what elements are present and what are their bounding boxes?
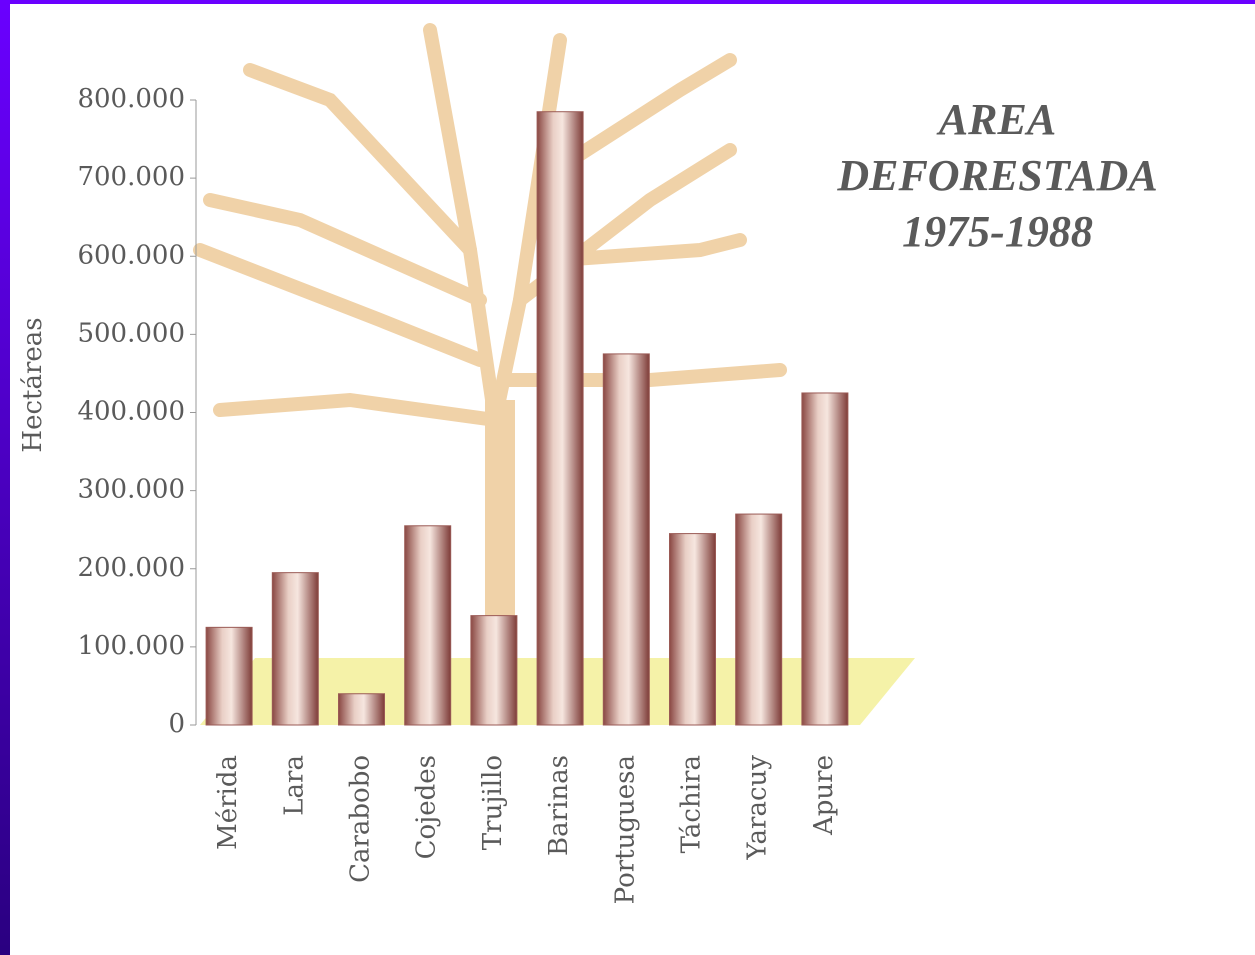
bar (669, 533, 716, 726)
x-tick-label: Portuguesa (610, 755, 640, 904)
side-border (0, 0, 10, 955)
y-tick-label: 600.000 (77, 240, 185, 270)
y-tick-label: 100.000 (77, 631, 185, 661)
bar (205, 626, 253, 726)
y-axis-label: Hectáreas (18, 317, 48, 452)
x-tick-label: Yaracuy (743, 755, 773, 861)
bar (602, 353, 650, 726)
x-tick-label: Cojedes (412, 755, 442, 859)
bar (801, 392, 849, 726)
top-border (0, 0, 1255, 4)
x-tick-label: Mérida (213, 755, 243, 850)
y-tick-label: 300.000 (77, 475, 185, 505)
bar (536, 111, 584, 726)
x-tick-label: Táchira (677, 755, 707, 853)
y-tick-label: 500.000 (77, 318, 185, 348)
y-tick-label: 0 (168, 709, 185, 739)
x-tick-label: Trujillo (478, 755, 508, 850)
x-tick-label: Apure (809, 755, 839, 836)
bar (271, 572, 319, 726)
x-tick-label: Barinas (544, 755, 574, 856)
bar (470, 615, 518, 726)
bar (735, 513, 783, 726)
chart-title: AREA DEFORESTADA 1975-1988 (837, 95, 1158, 256)
y-tick-label: 800.000 (77, 84, 185, 114)
y-tick-label: 200.000 (77, 553, 185, 583)
x-tick-label: Lara (279, 755, 309, 816)
y-tick-label: 700.000 (77, 162, 185, 192)
bar (338, 693, 385, 726)
bar (404, 525, 452, 726)
y-tick-label: 400.000 (77, 397, 185, 427)
x-tick-label: Carabobo (346, 755, 376, 883)
